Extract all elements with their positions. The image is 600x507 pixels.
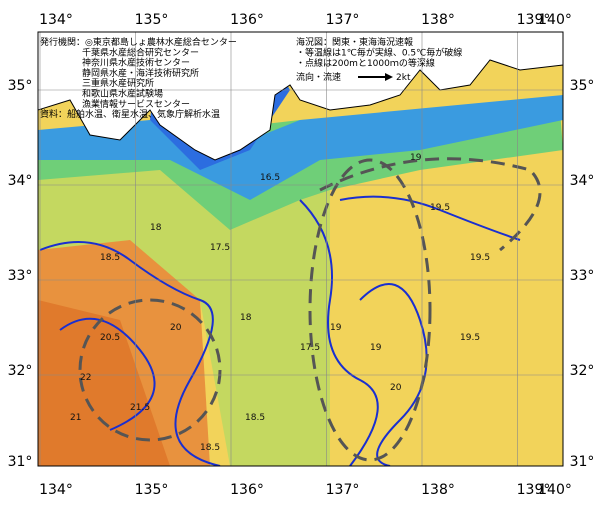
lon-label-bottom: 138° xyxy=(421,482,455,498)
current-legend-speed: 2kt xyxy=(396,73,411,83)
lon-label-top: 136° xyxy=(230,12,264,28)
contour-label: 18.5 xyxy=(245,413,265,423)
lat-label-left: 33° xyxy=(8,268,33,284)
issuer-line: 神奈川県水産技術センター xyxy=(82,57,190,69)
contour-label: 19.5 xyxy=(460,333,480,343)
contour-label: 20.5 xyxy=(100,333,120,343)
lat-label-right: 34° xyxy=(570,173,595,189)
contour-label: 16.5 xyxy=(260,173,280,183)
current-legend-label: 流向・流速 xyxy=(296,71,341,83)
issuer-line: 漁業情報サービスセンター xyxy=(82,98,190,110)
lon-label-top: 137° xyxy=(326,12,360,28)
issuer-line: 三重県水産研究所 xyxy=(82,77,154,89)
notes-block: 海況図：関東・東海海況速報・等温線は1℃毎が実線、0.5℃毎が破線・点線は200… xyxy=(296,36,462,69)
contour-label: 20 xyxy=(170,323,182,333)
issuer-line: 和歌山県水産試験場 xyxy=(82,88,163,100)
contour-labels: 18.5 18 17.5 19 19.5 20 20.5 21 21.5 22 18.5 19 17.5… xyxy=(70,153,490,453)
contour-label: 19.5 xyxy=(470,253,490,263)
contour-label: 18.5 xyxy=(100,253,120,263)
issuer-line: 発行機関：◎東京都島しょ農林水産総合センター xyxy=(40,36,237,48)
lon-label-top: 138° xyxy=(421,12,455,28)
lon-label-bottom: 137° xyxy=(326,482,360,498)
note-line: ・等温線は1℃毎が実線、0.5℃毎が破線 xyxy=(296,47,462,59)
lat-label-left: 34° xyxy=(8,173,33,189)
lon-label-bottom: 139° xyxy=(517,482,551,498)
contour-label: 18 xyxy=(150,223,162,233)
contour-label: 19 xyxy=(370,343,382,353)
issuer-block: 発行機関：◎東京都島しょ農林水産総合センター千葉県水産総合研究センター神奈川県水… xyxy=(40,36,237,120)
lat-label-left: 31° xyxy=(8,454,33,470)
contour-label: 18.5 xyxy=(200,443,220,453)
contour-label: 19 xyxy=(330,323,342,333)
lon-label-bottom: 136° xyxy=(230,482,264,498)
lon-label-top: 135° xyxy=(135,12,169,28)
issuer-line: 静岡県水産・海洋技術研究所 xyxy=(82,67,199,79)
lon-label-bottom: 134° xyxy=(39,482,73,498)
lat-label-left: 35° xyxy=(8,78,33,94)
contour-label: 17.5 xyxy=(300,343,320,353)
lon-label-top: 139° xyxy=(517,12,551,28)
current-arrow-head xyxy=(385,73,393,81)
lon-label-bottom: 140° xyxy=(538,482,572,498)
lon-label-bottom: 135° xyxy=(135,482,169,498)
issuer-line: 千葉県水産総合研究センター xyxy=(82,46,199,58)
lon-label-top: 140° xyxy=(538,12,572,28)
note-line: ・点線は200mと1000ｍの等深線 xyxy=(296,57,435,69)
lat-label-right: 35° xyxy=(570,78,595,94)
contour-label: 20 xyxy=(390,383,402,393)
contour-label: 21 xyxy=(70,413,81,423)
contour-label: 19 xyxy=(410,153,422,163)
map-frame xyxy=(37,31,564,467)
contour-label: 22 xyxy=(80,373,91,383)
lat-label-right: 32° xyxy=(570,363,595,379)
issuer-line: 資料：船舶水温、衛星水温、気象庁解析水温 xyxy=(40,108,220,120)
lat-label-right: 31° xyxy=(570,454,595,470)
contour-label: 17.5 xyxy=(210,243,230,253)
lat-label-left: 32° xyxy=(8,363,33,379)
lon-label-top: 134° xyxy=(39,12,73,28)
contour-label: 19.5 xyxy=(430,203,450,213)
contour-label: 18 xyxy=(240,313,252,323)
contour-label: 21.5 xyxy=(130,403,150,413)
graticule xyxy=(38,32,563,466)
sea-surface: 18.5 18 17.5 19 19.5 20 20.5 21 21.5 22 18.5 19 17.5… xyxy=(38,32,563,466)
note-line: 海況図：関東・東海海況速報 xyxy=(296,36,413,48)
lat-label-right: 33° xyxy=(570,268,595,284)
